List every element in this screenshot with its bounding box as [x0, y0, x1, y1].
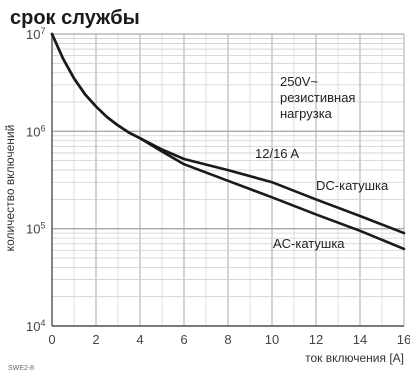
x-tick-label: 10 — [265, 332, 279, 347]
y-tick-label: 105 — [26, 221, 45, 237]
legend-dc-coil: DC-катушка — [316, 178, 389, 193]
y-axis-label: количество включений — [3, 125, 17, 252]
chart-title: срок службы — [10, 7, 140, 29]
annotation-load: нагрузка — [280, 106, 333, 121]
y-tick-labels: 107 106 105 104 — [26, 26, 45, 334]
x-tick-label: 12 — [309, 332, 323, 347]
x-tick-label: 0 — [48, 332, 55, 347]
y-tick-label: 104 — [26, 318, 45, 334]
y-tick-label: 106 — [26, 123, 45, 139]
x-tick-label: 6 — [180, 332, 187, 347]
x-tick-labels: 0 2 4 6 8 10 12 14 16 — [48, 332, 410, 347]
annotation-load-type: резистивная — [280, 90, 355, 105]
annotation-current: 12/16 A — [255, 146, 299, 161]
x-axis-label: ток включения [A] — [305, 351, 404, 365]
figure-code: SWE2-8 — [8, 365, 34, 372]
grid — [51, 33, 405, 327]
x-tick-label: 2 — [92, 332, 99, 347]
series-line-ac-coil — [50, 32, 406, 251]
annotation-voltage: 250V~ — [280, 74, 318, 89]
x-tick-label: 16 — [397, 332, 410, 347]
legend-ac-coil: AC-катушка — [273, 236, 345, 251]
series-lines — [50, 32, 406, 251]
y-tick-label: 107 — [26, 26, 45, 42]
x-tick-label: 14 — [353, 332, 367, 347]
x-tick-label: 4 — [136, 332, 143, 347]
x-tick-label: 8 — [224, 332, 231, 347]
